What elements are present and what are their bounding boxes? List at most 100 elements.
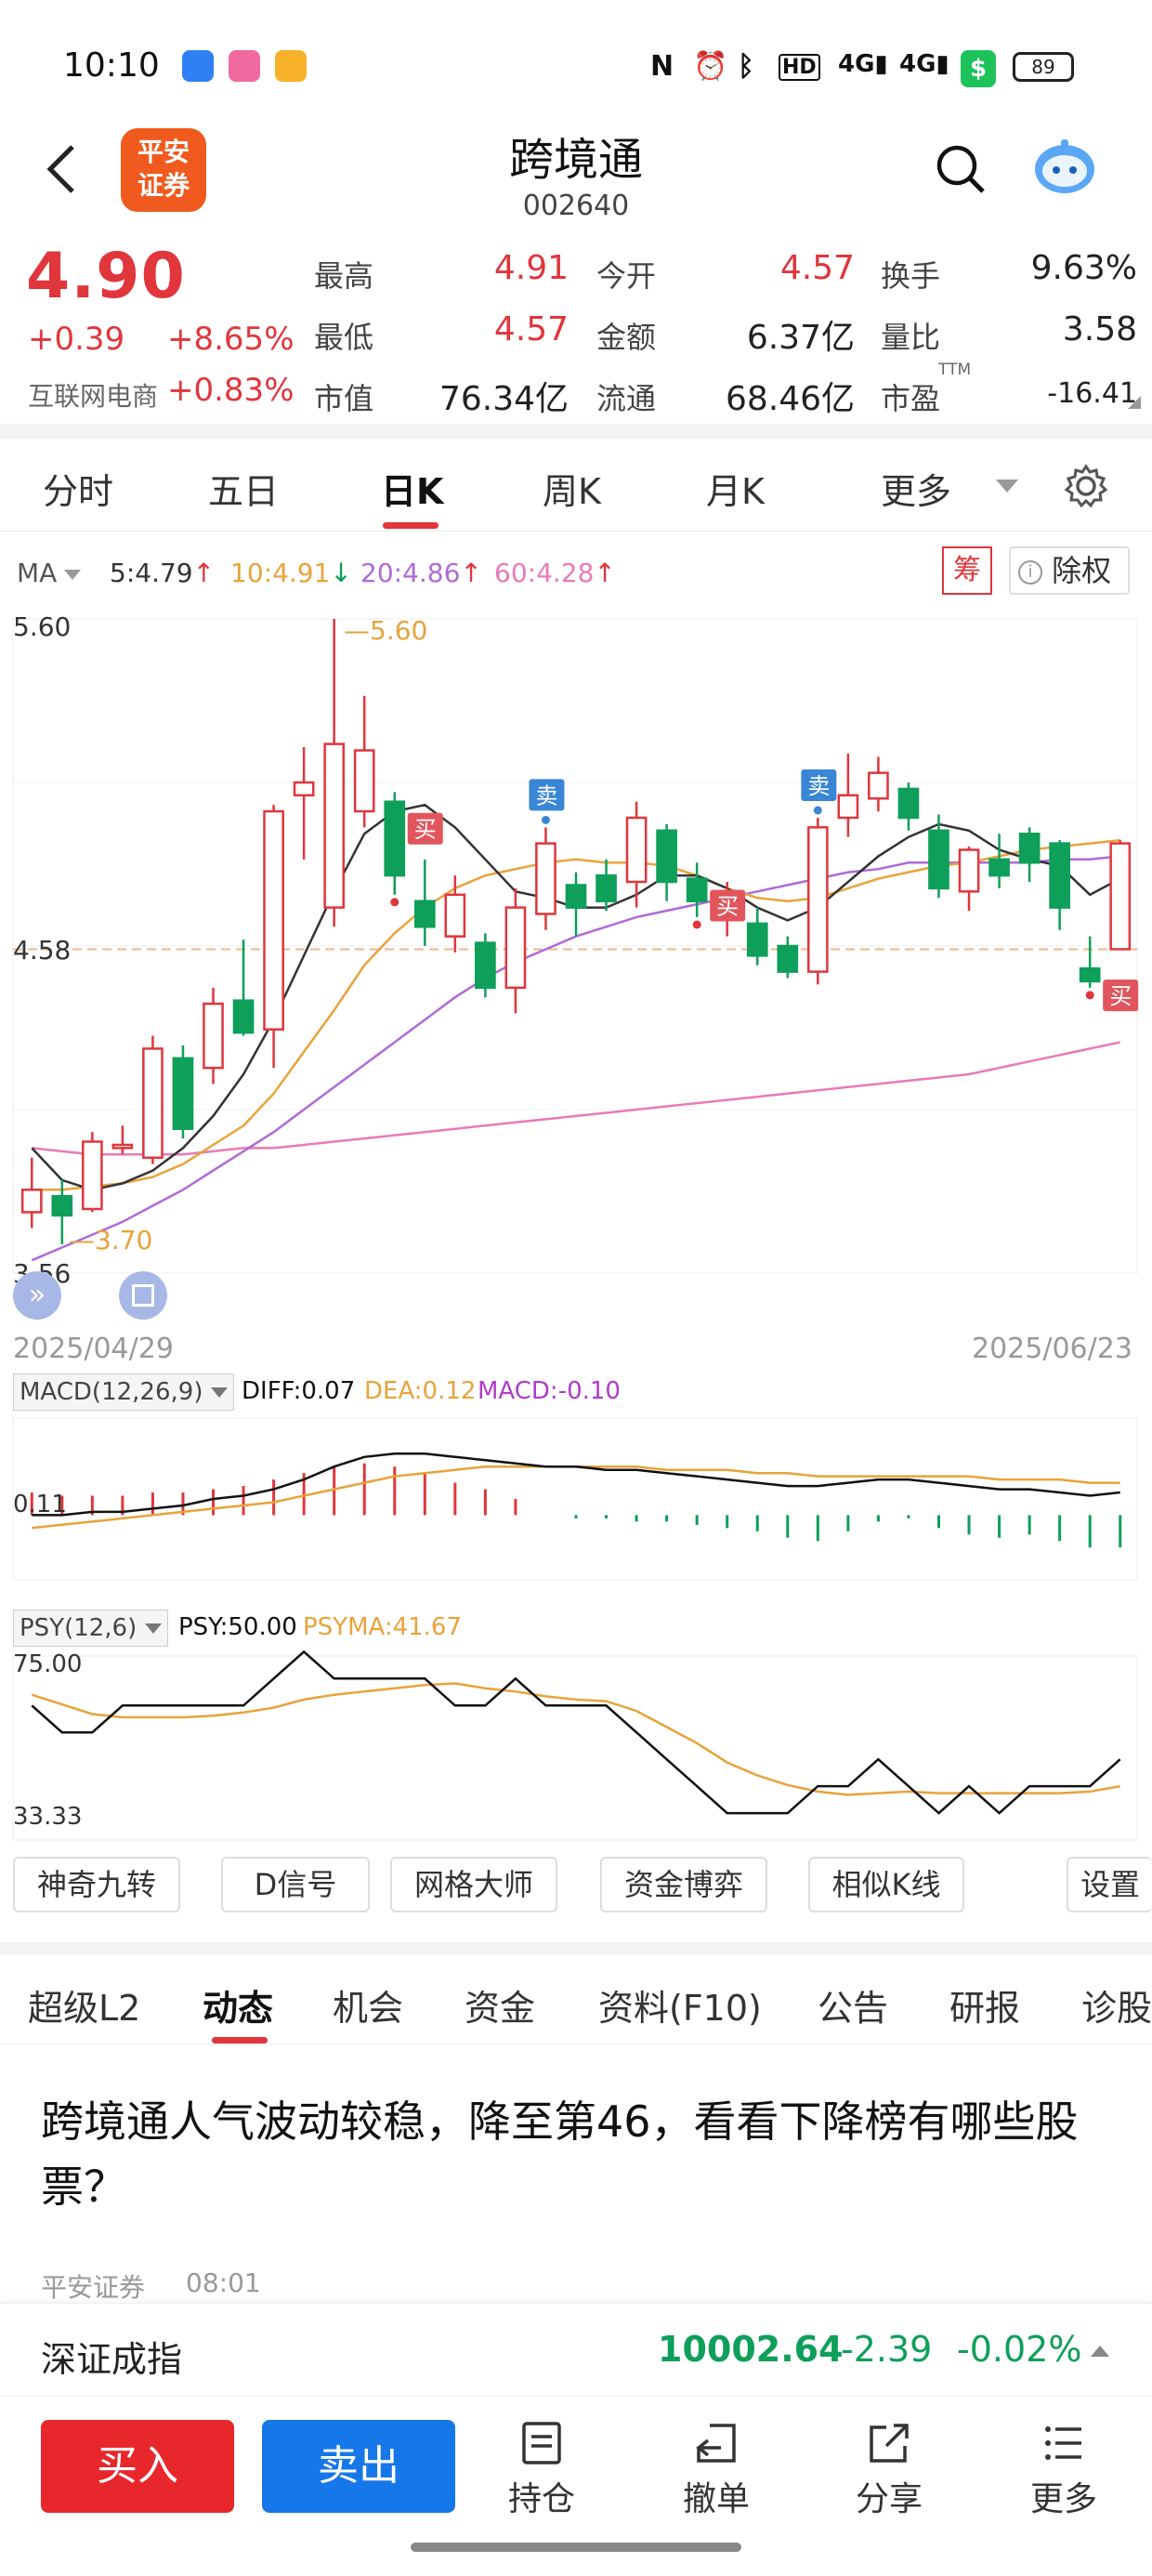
- tab-opportunity[interactable]: 机会: [333, 1988, 404, 2029]
- chevron-down-icon[interactable]: [996, 480, 1018, 493]
- active-news-tab-indicator: [212, 2037, 268, 2044]
- tool-capital-game[interactable]: 资金博弈: [600, 1857, 767, 1912]
- buy-button[interactable]: 买入: [41, 2420, 234, 2513]
- tab-funds[interactable]: 资金: [465, 1988, 536, 2029]
- index-name: 深证成指: [41, 2339, 183, 2380]
- sell-signal-badge: [801, 769, 837, 801]
- sector-change-pct: +0.83%: [167, 372, 295, 409]
- candle-body: [928, 829, 949, 890]
- chip-distribution-button[interactable]: 筹: [942, 546, 992, 595]
- share-icon: [870, 2424, 909, 2463]
- sector-name[interactable]: 互联网电商: [28, 381, 159, 412]
- signal-label: 买: [716, 894, 739, 920]
- ai-assistant-icon[interactable]: [1029, 136, 1100, 197]
- index-change: -2.39: [841, 2329, 933, 2370]
- candle-body: [746, 922, 768, 957]
- tab-more[interactable]: 更多: [881, 471, 952, 512]
- sell-signal-badge: [529, 779, 565, 811]
- candle-body: [293, 781, 315, 797]
- signal-dot: [692, 920, 701, 929]
- candle-body: [837, 794, 859, 820]
- tab-weekly-k[interactable]: 周K: [543, 471, 601, 512]
- k-line-chart[interactable]: 买 卖买 卖买: [0, 532, 1152, 1851]
- tool-nine-turn[interactable]: 神奇九转: [13, 1857, 180, 1912]
- fullscreen-icon[interactable]: [119, 1271, 167, 1320]
- back-arrow-icon[interactable]: [43, 143, 80, 195]
- tool-similar-k[interactable]: 相似K线: [808, 1857, 964, 1912]
- ex-right-button[interactable]: i 除权: [1009, 546, 1130, 595]
- quote-value: 6.37亿: [746, 319, 855, 357]
- share-button[interactable]: 分享: [838, 2420, 940, 2520]
- tab-news[interactable]: 动态: [203, 1988, 274, 2029]
- ma-selector[interactable]: MA: [17, 558, 82, 588]
- candle-body: [51, 1194, 73, 1217]
- ma20-legend: 20:4.86↑: [360, 558, 482, 588]
- tab-announcements[interactable]: 公告: [818, 1988, 889, 2029]
- active-tab-indicator: [383, 522, 439, 529]
- positions-label: 持仓: [507, 2480, 575, 2518]
- sell-button[interactable]: 卖出: [262, 2420, 455, 2513]
- expand-corner-icon[interactable]: [1128, 396, 1141, 409]
- candle-body: [656, 829, 677, 884]
- candle-body: [806, 826, 829, 973]
- candle-body: [172, 1057, 194, 1130]
- app-notification-icon: [229, 50, 260, 82]
- tool-settings[interactable]: 设置: [1067, 1857, 1152, 1912]
- tab-f10[interactable]: 资料(F10): [598, 1988, 762, 2029]
- share-label: 分享: [855, 2480, 923, 2518]
- ma5-value: 5:4.79: [110, 558, 193, 588]
- more-button[interactable]: 更多: [1013, 2420, 1115, 2520]
- macd-dea: DEA:0.12: [364, 1377, 477, 1405]
- psyma-line: [31, 1682, 1120, 1796]
- high-price-marker: —5.60: [344, 615, 428, 646]
- candle-body: [868, 771, 889, 800]
- candle-body: [82, 1140, 103, 1211]
- macd-selector[interactable]: MACD(12,26,9): [13, 1373, 234, 1411]
- signal-dot: [541, 815, 550, 824]
- candle-body: [323, 743, 346, 909]
- tab-research[interactable]: 研报: [949, 1988, 1021, 2029]
- weibo-icon: [275, 50, 307, 82]
- macd-panel-frame: [12, 1417, 1138, 1581]
- psy-selector[interactable]: PSY(12,6): [13, 1610, 168, 1647]
- news-headline[interactable]: 跨境通人气波动较稳，降至第46，看看下降榜有哪些股票？: [41, 2096, 1079, 2212]
- tab-diagnosis[interactable]: 诊股: [1081, 1988, 1152, 2029]
- index-ticker-bar[interactable]: [0, 2303, 1152, 2396]
- cancel-order-label: 撤单: [682, 2480, 750, 2518]
- candle-body: [565, 884, 587, 909]
- dea-line: [32, 1465, 1120, 1530]
- signal-label: 卖: [807, 773, 830, 799]
- chevron-down-icon: [64, 569, 82, 580]
- up-arrow-icon: ↑: [594, 558, 616, 588]
- undo-icon: [696, 2424, 736, 2463]
- cancel-order-button[interactable]: 撤单: [665, 2420, 767, 2520]
- signal-dot: [390, 898, 399, 907]
- search-icon[interactable]: [935, 143, 987, 195]
- quote-value: 4.57: [493, 310, 569, 348]
- quote-label: 换手: [881, 258, 941, 294]
- candle-body: [232, 999, 255, 1034]
- caret-up-icon[interactable]: [1091, 2346, 1109, 2357]
- candle-body: [1018, 832, 1041, 864]
- ma60-line: [32, 1041, 1120, 1156]
- tool-grid-master[interactable]: 网格大师: [390, 1857, 557, 1912]
- signal-label: 卖: [535, 782, 557, 808]
- candle-body: [1049, 842, 1070, 909]
- tab-monthly-k[interactable]: 月K: [706, 471, 765, 512]
- tab-daily-k[interactable]: 日K: [381, 471, 444, 512]
- expand-sidebar-icon[interactable]: »: [13, 1271, 61, 1320]
- tab-five-day[interactable]: 五日: [208, 471, 280, 512]
- pe-ttm-label: TTM: [938, 361, 972, 379]
- tab-super-l2[interactable]: 超级L2: [28, 1988, 141, 2029]
- macd-name: MACD(12,26,9): [20, 1378, 203, 1406]
- hd-icon: HD: [779, 54, 820, 81]
- home-indicator: [411, 2543, 741, 2552]
- tool-d-signal[interactable]: D信号: [221, 1857, 370, 1912]
- positions-button[interactable]: 持仓: [491, 2420, 593, 2520]
- status-bar: 10:10 N ⏰ ᛒ HD 4G▮ 4G▮ $ 89: [0, 0, 1152, 121]
- gear-icon[interactable]: [1063, 463, 1109, 509]
- tab-intraday[interactable]: 分时: [43, 471, 114, 512]
- quote-label: 流通: [596, 381, 657, 416]
- low-price-marker: —3.70: [69, 1225, 153, 1255]
- ma10-value: 10:4.91: [230, 558, 331, 588]
